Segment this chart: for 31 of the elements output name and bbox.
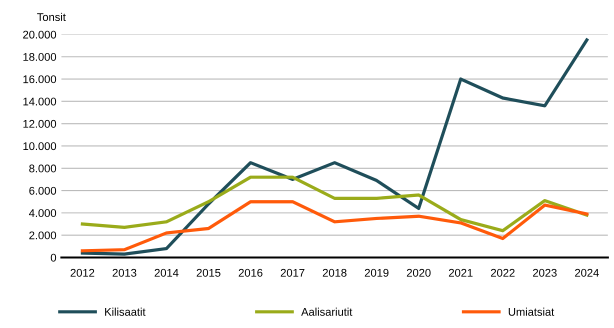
- y-tick-label: 0: [50, 254, 56, 262]
- y-axis-title: Tonsit: [37, 12, 66, 22]
- y-tick-label: 6.000: [29, 186, 56, 195]
- x-tick-label: 2013: [112, 268, 136, 277]
- x-tick-label: 2012: [70, 268, 94, 277]
- y-tick-label: 12.000: [23, 120, 56, 128]
- x-tick-label: 2022: [490, 268, 515, 277]
- x-tick-label: 2024: [575, 268, 599, 277]
- x-tick-label: 2014: [154, 268, 179, 277]
- y-tick-label: 16.000: [23, 75, 56, 84]
- y-tick-label: 18.000: [23, 53, 56, 61]
- y-tick-label: 14.000: [23, 98, 56, 106]
- y-tick-label: 2.000: [29, 231, 56, 240]
- y-tick-label: 20.000: [23, 30, 56, 39]
- legend-label: Umiatsiat: [508, 308, 554, 316]
- x-tick-label: 2020: [406, 268, 431, 277]
- y-tick-label: 8.000: [29, 164, 56, 172]
- line-series: [80, 200, 588, 252]
- y-tick-label: 4.000: [28, 209, 56, 218]
- x-tick-label: 2015: [196, 268, 220, 277]
- line-series: [80, 176, 588, 232]
- line-series: [80, 38, 588, 256]
- x-tick-label: 2019: [364, 268, 388, 277]
- x-tick-label: 2021: [448, 268, 473, 277]
- x-tick-label: 2018: [322, 268, 347, 277]
- y-tick-label: 10.000: [23, 142, 56, 150]
- x-tick-label: 2023: [533, 268, 557, 277]
- legend-label: Kilisaatit: [105, 308, 146, 316]
- legend-label: Aalisariutit: [301, 308, 352, 316]
- x-tick-label: 2017: [280, 268, 304, 277]
- x-tick-label: 2016: [238, 268, 262, 277]
